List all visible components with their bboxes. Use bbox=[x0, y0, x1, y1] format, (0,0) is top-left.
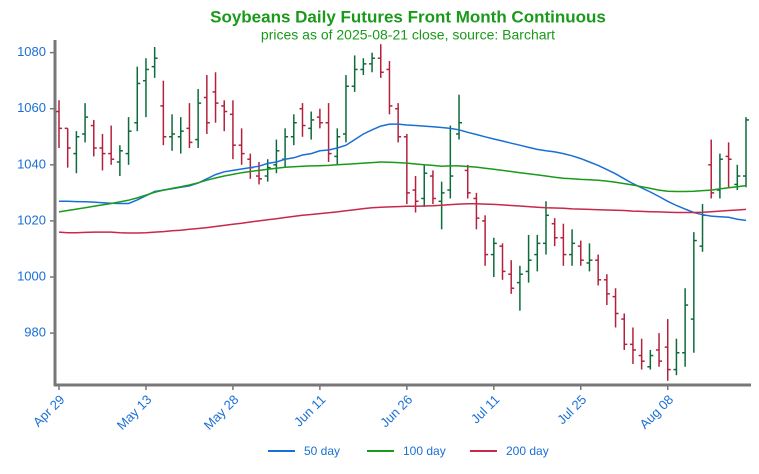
x-tick-label: Jul 11 bbox=[468, 392, 502, 426]
legend-label: 100 day bbox=[403, 444, 446, 458]
moving-average-line bbox=[58, 203, 747, 234]
x-tick-label: Jul 25 bbox=[554, 392, 589, 427]
x-tick-label: Apr 29 bbox=[30, 392, 68, 430]
chart-title: Soybeans Daily Futures Front Month Conti… bbox=[210, 7, 606, 26]
y-tick-label: 980 bbox=[24, 325, 46, 340]
x-tick-label: Jun 26 bbox=[377, 392, 415, 430]
y-tick-label: 1060 bbox=[17, 100, 46, 115]
x-tick-label: Aug 08 bbox=[637, 392, 677, 432]
x-tick-label: Jun 11 bbox=[291, 392, 329, 430]
y-tick-label: 1040 bbox=[17, 156, 46, 171]
x-tick-label: May 13 bbox=[114, 392, 155, 433]
chart-subtitle: prices as of 2025-08-21 close, source: B… bbox=[261, 27, 555, 43]
x-tick-label: May 28 bbox=[201, 392, 242, 433]
legend-label: 200 day bbox=[506, 444, 549, 458]
y-tick-label: 1000 bbox=[17, 268, 46, 283]
legend-label: 50 day bbox=[304, 444, 340, 458]
moving-average-line bbox=[58, 161, 747, 213]
y-tick-label: 1020 bbox=[17, 212, 46, 227]
y-tick-label: 1080 bbox=[17, 44, 46, 59]
